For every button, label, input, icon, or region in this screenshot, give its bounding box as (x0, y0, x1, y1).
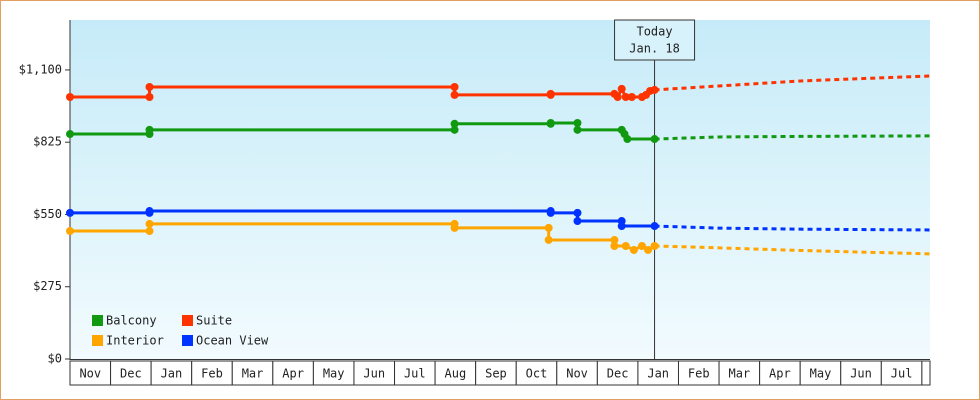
price-point (544, 235, 553, 244)
x-tick-label: Dec (120, 367, 142, 381)
price-point (450, 125, 459, 134)
legend-label: Suite (196, 314, 232, 328)
x-tick-box (434, 360, 477, 386)
x-tick-label: Jan (647, 367, 669, 381)
price-point (544, 223, 553, 232)
today-label: Jan. 18 (629, 42, 680, 56)
x-tick-label: Dec (607, 367, 629, 381)
x-tick-label: May (323, 367, 345, 381)
price-point (629, 245, 638, 254)
forecast-line (654, 134, 931, 141)
price-point (546, 208, 555, 217)
price-point (546, 119, 555, 128)
x-tick-box (231, 360, 274, 386)
x-tick-label: Feb (201, 367, 223, 381)
x-tick-label: Aug (445, 367, 467, 381)
x-tick-label: Feb (688, 367, 710, 381)
x-tick-label: Apr (769, 367, 791, 381)
x-tick-label: Jun (363, 367, 385, 381)
x-tick-label: Nov (79, 367, 101, 381)
legend-swatch (182, 335, 193, 346)
price-point (66, 130, 74, 139)
x-tick-label: Mar (242, 367, 264, 381)
x-tick-box (191, 360, 233, 386)
y-tick-label: $1,100 (19, 62, 62, 76)
price-point (650, 135, 659, 144)
x-tick-box (677, 360, 720, 386)
today-box (614, 19, 696, 61)
x-tick-box (110, 360, 152, 386)
legend-swatch (92, 335, 103, 346)
price-point (573, 217, 582, 226)
legend-swatch (182, 315, 193, 326)
x-tick-box (840, 360, 882, 386)
price-point (450, 90, 459, 99)
price-point (450, 223, 459, 232)
price-point (145, 83, 154, 92)
x-tick-label: Jun (850, 367, 872, 381)
plot-area (70, 20, 930, 359)
x-axis-box (921, 360, 931, 386)
price-point (66, 92, 74, 101)
x-tick-label: Jul (404, 367, 426, 381)
y-tick-label: $275 (33, 279, 62, 293)
x-tick-box (759, 360, 801, 386)
price-point (650, 85, 659, 94)
price-point (623, 135, 632, 144)
price-point (617, 84, 626, 93)
price-point (145, 92, 154, 101)
price-point (573, 119, 582, 128)
x-tick-label: Mar (728, 367, 750, 381)
price-point (573, 125, 582, 134)
y-tick-label: $0 (48, 352, 62, 366)
price-point (610, 235, 619, 244)
price-point (573, 208, 582, 217)
price-point (450, 83, 459, 92)
price-point (450, 119, 459, 128)
price-point (145, 125, 154, 134)
x-tick-box (799, 360, 842, 386)
legend-swatch (92, 315, 103, 326)
x-tick-label: Oct (526, 367, 548, 381)
x-tick-box (637, 360, 679, 386)
x-tick-box (353, 360, 396, 386)
price-point (650, 242, 659, 250)
x-tick-box (69, 360, 112, 386)
today-label: Today (636, 25, 672, 39)
x-tick-label: Jul (891, 367, 913, 381)
price-point (621, 92, 630, 101)
forecast-line (654, 224, 931, 232)
x-tick-box (556, 360, 598, 386)
x-tick-label: Apr (282, 367, 304, 381)
y-tick-label: $825 (33, 135, 62, 149)
x-tick-label: Nov (566, 367, 588, 381)
price-point (650, 222, 659, 231)
legend-label: Interior (106, 334, 164, 348)
price-point (145, 219, 154, 228)
price-point (610, 242, 619, 250)
x-tick-box (515, 360, 558, 386)
price-point (66, 227, 74, 236)
x-tick-label: May (810, 367, 832, 381)
forecast-line (654, 244, 931, 256)
price-point (613, 92, 622, 101)
legend-label: Ocean View (196, 334, 269, 348)
price-point (621, 242, 630, 250)
price-point (617, 222, 626, 231)
y-tick-label: $550 (33, 207, 62, 221)
price-point (637, 242, 646, 250)
price-point (546, 89, 555, 98)
legend-label: Balcony (106, 314, 157, 328)
price-point (644, 245, 653, 254)
price-point (145, 207, 154, 216)
x-tick-label: Jan (161, 367, 183, 381)
x-tick-box (150, 360, 193, 386)
price-point (66, 208, 74, 217)
x-tick-label: Sep (485, 367, 507, 381)
x-tick-box (880, 360, 923, 386)
forecast-line (654, 74, 931, 92)
price-point (145, 227, 154, 236)
price-point (627, 92, 636, 101)
